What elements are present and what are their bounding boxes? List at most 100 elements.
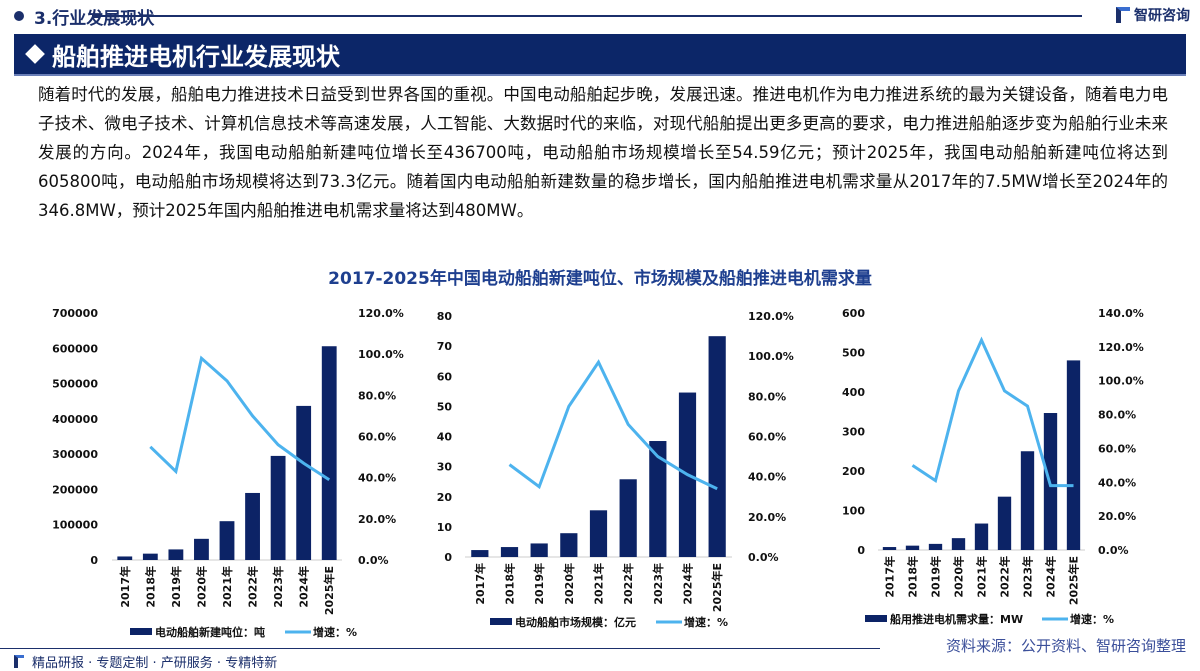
y2-tick-label: 60.0% (1098, 442, 1136, 455)
y-tick-label: 0 (857, 544, 865, 557)
x-tick-label: 2020年 (562, 563, 576, 605)
y2-tick-label: 40.0% (1098, 476, 1136, 489)
x-tick-label: 2020年 (952, 556, 966, 598)
y2-tick-label: 0.0% (748, 551, 779, 564)
legend-bar-swatch (865, 615, 887, 622)
y-tick-label: 300 (842, 426, 865, 439)
bar (143, 554, 158, 560)
x-tick-label: 2017年 (118, 566, 132, 608)
bar (998, 497, 1011, 550)
x-tick-label: 2020年 (194, 566, 208, 608)
x-tick-label: 2019年 (532, 563, 546, 605)
bar (709, 336, 726, 557)
x-tick-label: 2025年E (710, 563, 724, 612)
y-tick-label: 600000 (52, 342, 98, 355)
y-tick-label: 10 (437, 521, 453, 534)
x-tick-label: 2021年 (220, 566, 234, 608)
x-tick-label: 2018年 (906, 556, 920, 598)
x-tick-label: 2024年 (297, 566, 311, 608)
legend-bar-label: 电动船舶市场规模：亿元 (515, 615, 636, 629)
legend-line-label: 增速：% (684, 615, 728, 629)
y2-tick-label: 100.0% (1098, 375, 1144, 388)
y-tick-label: 0 (444, 551, 452, 564)
y-tick-label: 600 (842, 307, 865, 320)
bar (117, 556, 132, 560)
y-tick-label: 50 (437, 400, 453, 413)
x-tick-label: 2025年E (1067, 556, 1081, 605)
x-tick-label: 2017年 (883, 556, 897, 598)
y2-tick-label: 20.0% (748, 511, 786, 524)
x-tick-label: 2017年 (473, 563, 487, 605)
y2-tick-label: 40.0% (748, 471, 786, 484)
x-tick-label: 2022年 (998, 556, 1012, 598)
y-tick-label: 500000 (52, 378, 98, 391)
y-tick-label: 300000 (52, 448, 98, 461)
y2-tick-label: 20.0% (358, 513, 396, 526)
bar (322, 346, 337, 560)
x-tick-label: 2021年 (975, 556, 989, 598)
y-tick-label: 60 (437, 370, 453, 383)
y-tick-label: 400 (842, 386, 865, 399)
y-tick-label: 400000 (52, 413, 98, 426)
y2-tick-label: 80.0% (748, 390, 786, 403)
x-tick-label: 2019年 (929, 556, 943, 598)
x-tick-label: 2024年 (1044, 556, 1058, 598)
x-tick-label: 2019年 (169, 566, 183, 608)
y2-tick-label: 60.0% (748, 431, 786, 444)
y2-tick-label: 80.0% (1098, 409, 1136, 422)
y-tick-label: 200000 (52, 483, 98, 496)
y-tick-label: 40 (437, 431, 453, 444)
source-note: 资料来源：公开资料、智研咨询整理 (946, 635, 1186, 656)
y-tick-label: 100000 (52, 519, 98, 532)
y2-tick-label: 120.0% (358, 307, 404, 320)
x-tick-label: 2024年 (681, 563, 695, 605)
x-tick-label: 2022年 (246, 566, 260, 608)
y2-tick-label: 100.0% (748, 350, 794, 363)
bar (1067, 360, 1080, 550)
bar (296, 406, 311, 560)
y2-tick-label: 80.0% (358, 389, 396, 402)
bar (906, 546, 919, 550)
footer-logo-icon (14, 655, 24, 668)
x-tick-label: 2021年 (592, 563, 606, 605)
x-tick-label: 2022年 (621, 563, 635, 605)
bar (531, 543, 548, 557)
bar (1021, 451, 1034, 550)
y-tick-label: 700000 (52, 307, 98, 320)
footer-text: 精品研报 · 专题定制 · 产研服务 · 专精特新 (32, 652, 277, 671)
legend-bar-label: 船用推进电机需求量：MW (890, 612, 1023, 626)
bar (560, 533, 577, 557)
y-tick-label: 100 (842, 505, 865, 518)
bar (952, 538, 965, 550)
y-tick-label: 20 (437, 491, 453, 504)
bar (649, 441, 666, 557)
legend-line-label: 增速：% (1070, 612, 1114, 626)
legend-line-label: 增速：% (313, 625, 357, 639)
x-tick-label: 2018年 (143, 566, 157, 608)
y2-tick-label: 0.0% (358, 554, 389, 567)
y2-tick-label: 60.0% (358, 431, 396, 444)
y-tick-label: 80 (437, 310, 453, 323)
legend-bar-swatch (130, 628, 152, 635)
legend-bar-label: 电动船舶新建吨位：吨 (155, 625, 265, 639)
y2-tick-label: 120.0% (1098, 341, 1144, 354)
y2-tick-label: 0.0% (1098, 544, 1129, 557)
y2-tick-label: 40.0% (358, 472, 396, 485)
bar (245, 493, 260, 560)
bar (168, 549, 183, 560)
y-tick-label: 0 (90, 554, 98, 567)
bar (194, 539, 209, 560)
x-tick-label: 2023年 (271, 566, 285, 608)
y-tick-label: 70 (437, 340, 453, 353)
y2-tick-label: 120.0% (748, 310, 794, 323)
x-tick-label: 2018年 (503, 563, 517, 605)
bar (501, 547, 518, 557)
footer-divider (0, 648, 880, 649)
x-tick-label: 2023年 (651, 563, 665, 605)
footer: 精品研报 · 专题定制 · 产研服务 · 专精特新 (14, 652, 277, 671)
y2-tick-label: 20.0% (1098, 510, 1136, 523)
bar (929, 544, 942, 550)
bar (590, 510, 607, 557)
bar (271, 456, 286, 560)
